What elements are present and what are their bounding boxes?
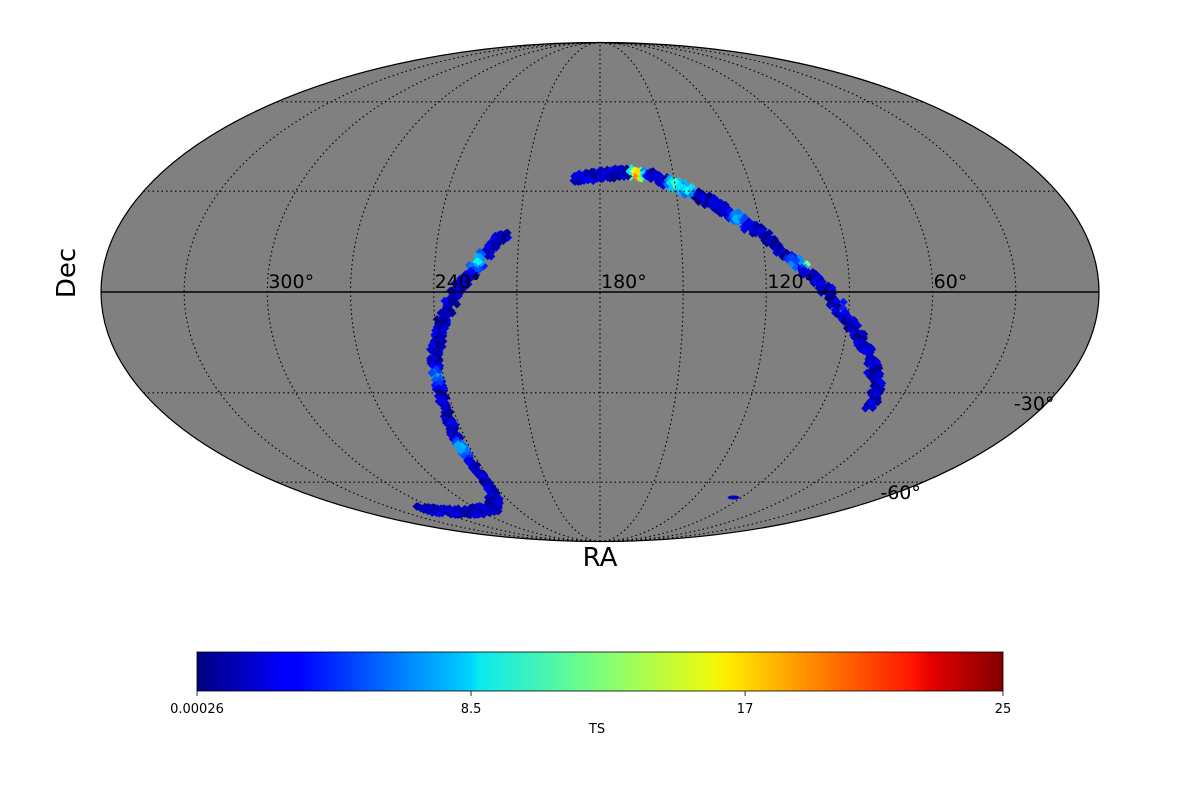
ts-patch: [727, 495, 740, 500]
ts-pixel: [427, 508, 437, 517]
colorbar-tick-label: 25: [995, 702, 1012, 717]
dec-tick-label: -60°: [880, 482, 921, 504]
colorbar-label: TS: [588, 722, 605, 737]
ts-pixel: [847, 322, 856, 331]
ts-pixel: [861, 404, 870, 413]
ts-pixel: [419, 505, 428, 514]
dec-tick-labels: -30° -60°: [880, 393, 1054, 504]
ts-arc: [412, 228, 513, 520]
ts-data-layer: [412, 164, 887, 520]
ra-tick-labels: 300° 240° 180° 120° 60°: [268, 271, 967, 293]
ts-pixel: [456, 445, 465, 455]
ts-pixel: [483, 251, 492, 260]
x-axis-label: RA: [583, 543, 618, 573]
colorbar-tick-label: 17: [737, 702, 754, 717]
ts-pixel: [839, 297, 848, 307]
dec-tick-label: -30°: [1014, 393, 1055, 415]
ts-pixel: [445, 424, 455, 433]
ts-pixel: [872, 397, 882, 407]
ts-pixel: [868, 403, 877, 413]
ra-tick-label: 180°: [601, 271, 647, 293]
colorbar: [196, 651, 1004, 692]
ra-tick-label: 300°: [268, 271, 314, 293]
ra-gridline: [183, 42, 601, 542]
ts-pixel: [791, 256, 801, 265]
ts-pixel: [865, 351, 875, 361]
colorbar-tick-label: 0.00026: [170, 702, 224, 717]
ts-pixel: [446, 509, 455, 519]
ra-tick-label: 60°: [934, 271, 968, 293]
colorbar-ticks: 0.00026 8.5 17 25: [170, 691, 1011, 717]
ts-pixel: [430, 347, 440, 357]
ts-pixel: [872, 389, 882, 398]
ts-pixel: [442, 309, 452, 319]
ts-pixel: [427, 368, 436, 378]
ts-pixel: [483, 484, 492, 494]
colorbar-tick-label: 8.5: [461, 702, 482, 717]
ra-gridline: [599, 42, 1017, 542]
ts-pixel: [479, 510, 488, 519]
ra-tick-label: 120°: [767, 271, 813, 293]
ra-tick-label: 240°: [435, 271, 481, 293]
y-axis-label: Dec: [52, 248, 82, 298]
ts-arc: [569, 164, 887, 413]
